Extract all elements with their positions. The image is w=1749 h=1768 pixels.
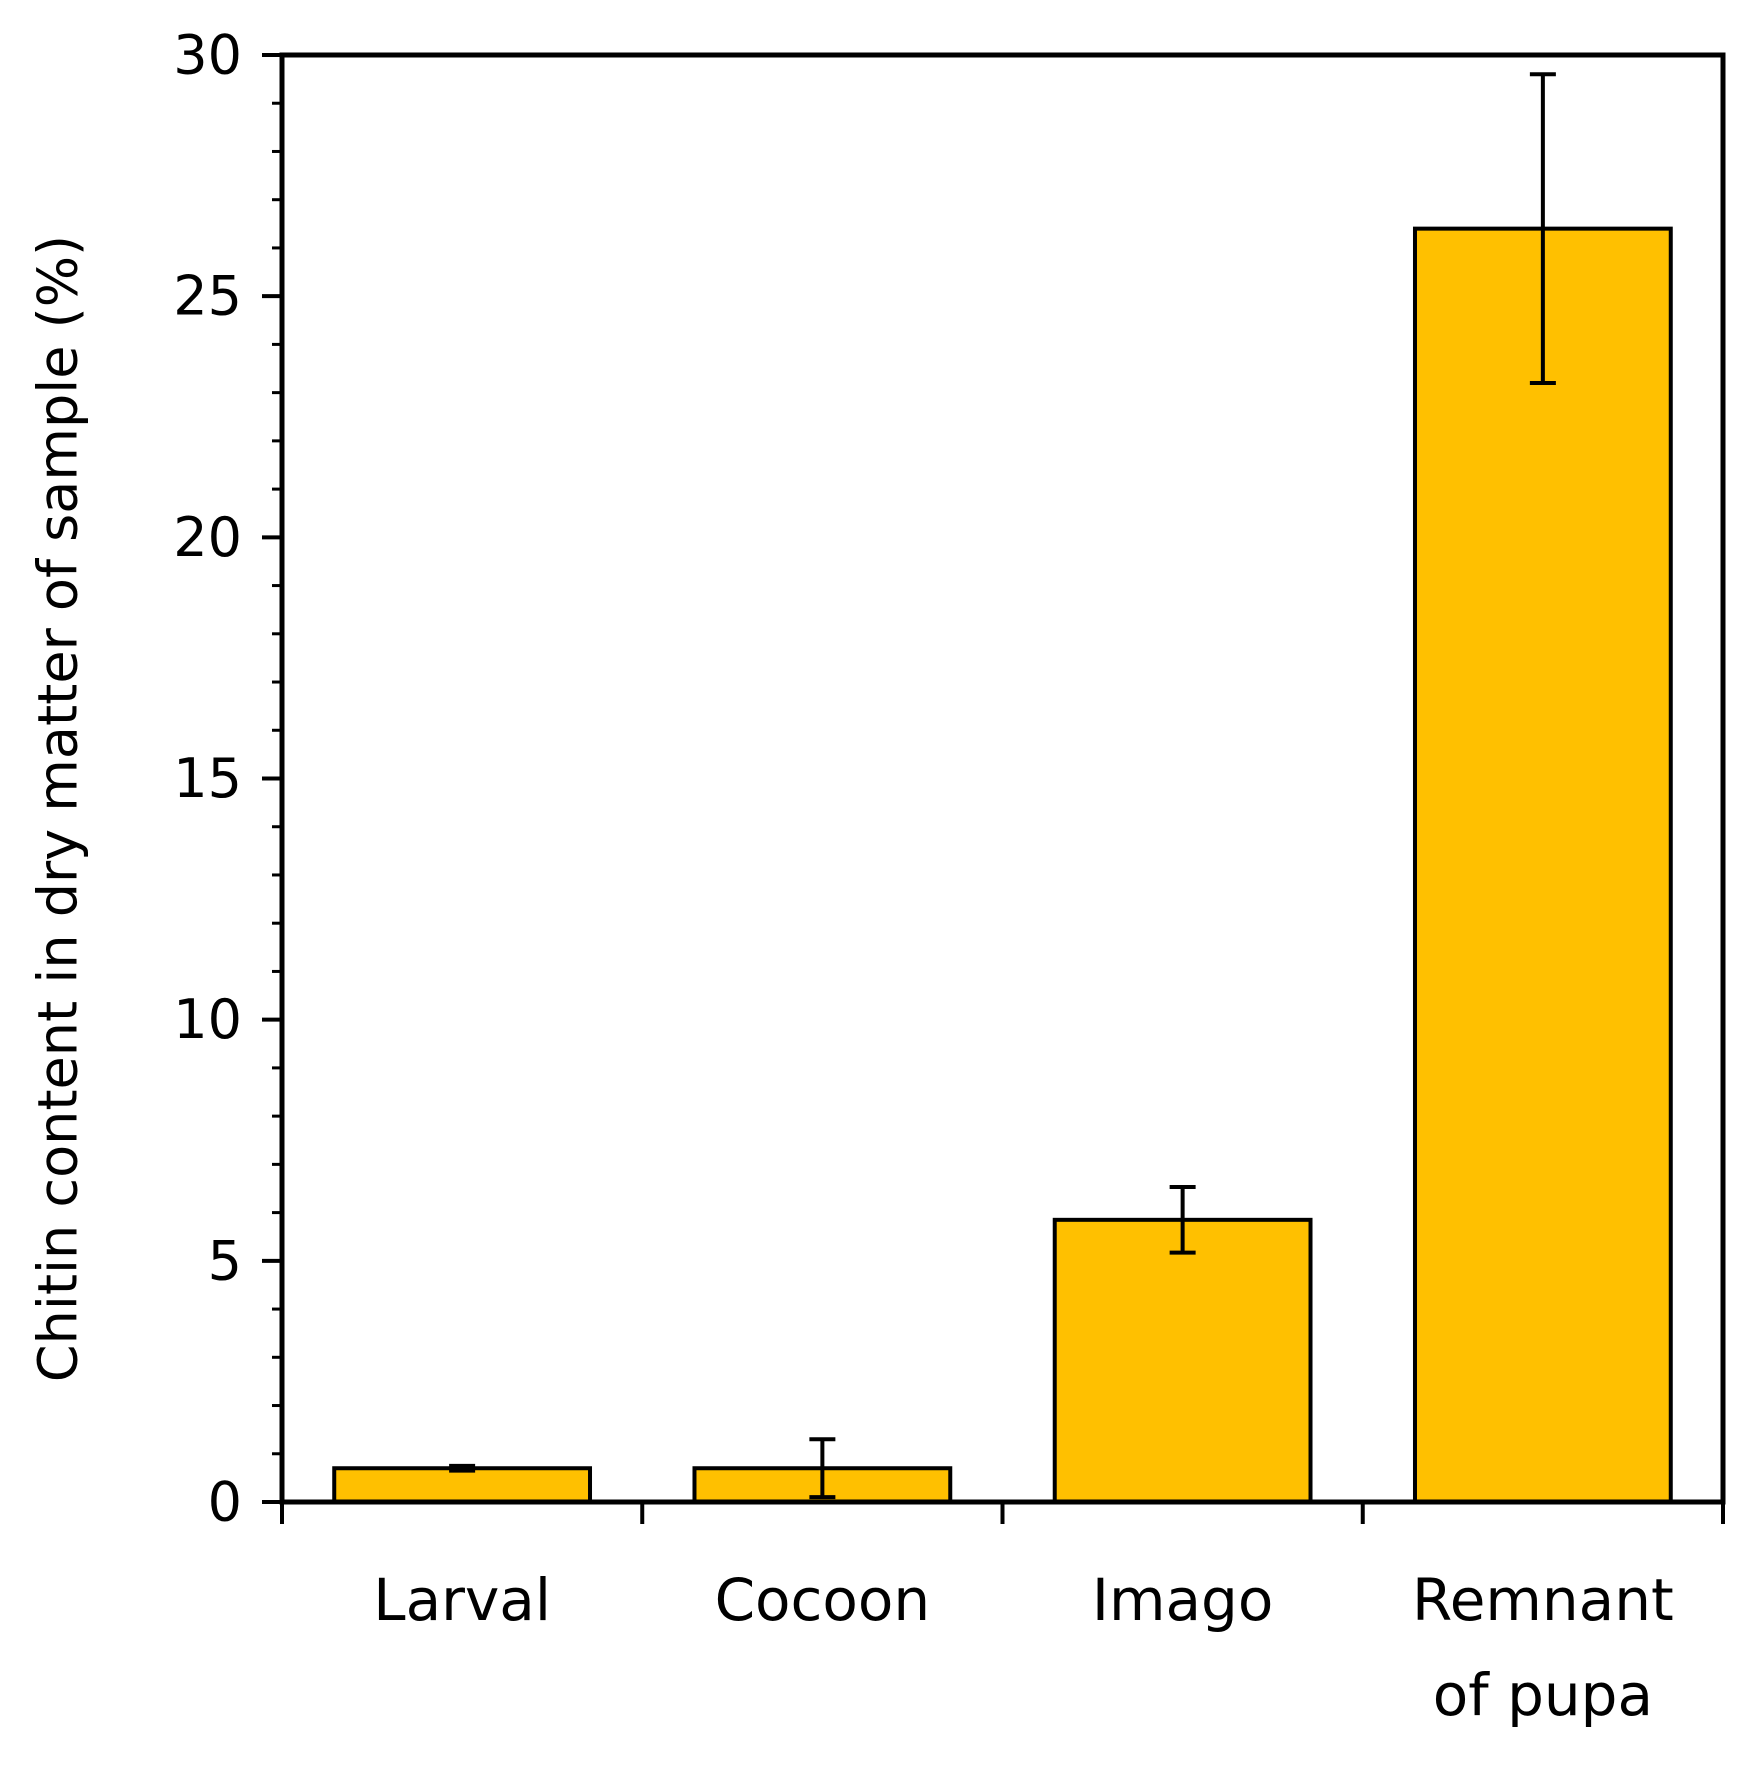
x-category-label: Larval [373,1566,551,1634]
x-category-label: Remnant [1412,1566,1674,1634]
y-tick-label: 10 [173,988,242,1051]
category-labels: Larval Cocoon Imago Remnant of pupa [373,1566,1673,1729]
x-category-label: of pupa [1433,1661,1653,1729]
bar [1412,226,1673,1504]
y-tick-label: 20 [173,506,242,569]
y-tick-label: 25 [173,265,242,328]
y-axis-title: Chitin content in dry matter of sample (… [27,235,90,1382]
bar [332,1466,593,1505]
error-bars [449,72,1556,1500]
y-tick-label: 5 [208,1229,242,1292]
y-tick-label: 30 [173,24,242,87]
x-category-label: Cocoon [715,1566,931,1634]
bars [332,226,1673,1505]
x-category-label: Imago [1092,1566,1273,1634]
x-axis-ticks [280,1502,1725,1524]
y-tick-label: 0 [208,1471,242,1534]
bar [1052,1217,1313,1504]
y-axis-ticks: 0 5 10 15 20 25 30 [173,24,282,1534]
y-tick-label: 15 [173,747,242,810]
